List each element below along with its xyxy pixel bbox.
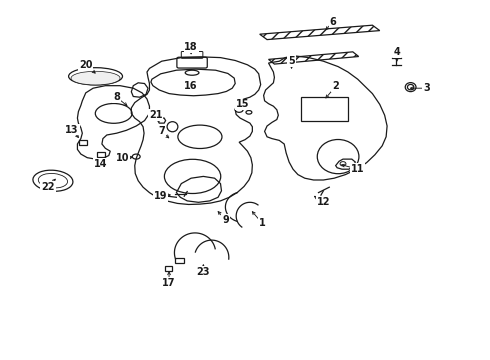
Text: 4: 4 — [393, 47, 400, 57]
Text: 6: 6 — [330, 17, 337, 27]
Ellipse shape — [71, 71, 120, 85]
Text: 13: 13 — [65, 125, 79, 135]
Text: 2: 2 — [332, 81, 339, 91]
Text: 21: 21 — [149, 110, 163, 120]
Text: 3: 3 — [423, 83, 430, 93]
Text: 10: 10 — [116, 153, 129, 163]
Text: 17: 17 — [162, 278, 176, 288]
Text: 20: 20 — [79, 60, 93, 70]
Text: 18: 18 — [184, 42, 198, 52]
Text: 1: 1 — [259, 218, 266, 228]
Text: 23: 23 — [196, 267, 210, 277]
Text: 11: 11 — [351, 164, 365, 174]
Text: 8: 8 — [113, 92, 120, 102]
Text: 19: 19 — [154, 191, 168, 201]
Text: 9: 9 — [222, 215, 229, 225]
Text: 7: 7 — [158, 126, 165, 136]
Text: 16: 16 — [184, 81, 198, 91]
Text: 22: 22 — [41, 182, 55, 192]
Text: 12: 12 — [317, 197, 330, 207]
Text: 5: 5 — [288, 56, 295, 66]
Text: 15: 15 — [236, 99, 249, 109]
Text: 14: 14 — [94, 159, 107, 169]
